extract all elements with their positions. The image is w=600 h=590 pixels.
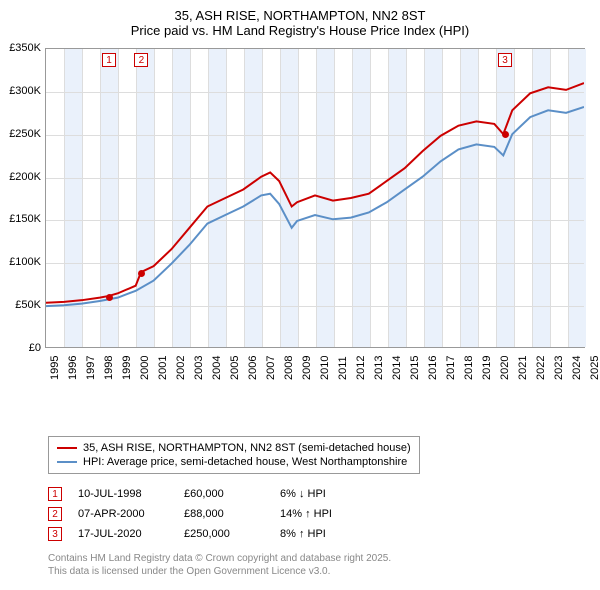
event-marker-3: 3 [498, 53, 512, 67]
y-tick-label: £100K [1, 256, 41, 268]
x-tick-label: 2012 [355, 356, 367, 380]
y-tick-label: £250K [1, 128, 41, 140]
footer-attribution: Contains HM Land Registry data © Crown c… [48, 552, 600, 578]
x-tick-label: 2005 [229, 356, 241, 380]
legend-item: 35, ASH RISE, NORTHAMPTON, NN2 8ST (semi… [57, 441, 411, 455]
x-tick-label: 2002 [175, 356, 187, 380]
chart-container: 35, ASH RISE, NORTHAMPTON, NN2 8ST Price… [0, 0, 600, 590]
x-tick-label: 2001 [157, 356, 169, 380]
title-block: 35, ASH RISE, NORTHAMPTON, NN2 8ST Price… [0, 0, 600, 42]
event-price: £88,000 [184, 508, 264, 520]
event-row: 3 17-JUL-2020 £250,000 8% ↑ HPI [48, 524, 600, 544]
x-tick-label: 1998 [103, 356, 115, 380]
event-pct: 8% ↑ HPI [280, 528, 380, 540]
x-tick-label: 2023 [553, 356, 565, 380]
event-price: £250,000 [184, 528, 264, 540]
footer-line2: This data is licensed under the Open Gov… [48, 565, 600, 578]
chart-area: 123 £0£50K£100K£150K£200K£250K£300K£350K… [35, 48, 595, 388]
event-date: 17-JUL-2020 [78, 528, 168, 540]
x-tick-label: 2020 [499, 356, 511, 380]
y-tick-label: £0 [1, 342, 41, 354]
chart-title-line2: Price paid vs. HM Land Registry's House … [0, 23, 600, 38]
x-tick-label: 2011 [337, 356, 349, 380]
x-tick-label: 2009 [301, 356, 313, 380]
x-tick-label: 2006 [247, 356, 259, 380]
x-tick-label: 1995 [49, 356, 61, 380]
x-tick-label: 1997 [85, 356, 97, 380]
chart-title-line1: 35, ASH RISE, NORTHAMPTON, NN2 8ST [0, 8, 600, 23]
x-tick-label: 2010 [319, 356, 331, 380]
event-dot-1 [106, 294, 113, 301]
x-tick-label: 1996 [67, 356, 79, 380]
y-tick-label: £200K [1, 171, 41, 183]
x-tick-label: 2000 [139, 356, 151, 380]
x-tick-label: 2018 [463, 356, 475, 380]
x-tick-label: 2016 [427, 356, 439, 380]
y-tick-label: £50K [1, 299, 41, 311]
event-marker-icon: 2 [48, 507, 62, 521]
event-marker-2: 2 [134, 53, 148, 67]
x-tick-label: 2007 [265, 356, 277, 380]
x-tick-label: 2014 [391, 356, 403, 380]
legend-swatch [57, 461, 77, 463]
x-tick-label: 2024 [571, 356, 583, 380]
legend-swatch [57, 447, 77, 449]
event-date: 10-JUL-1998 [78, 488, 168, 500]
x-tick-label: 2004 [211, 356, 223, 380]
footer-line1: Contains HM Land Registry data © Crown c… [48, 552, 600, 565]
event-dot-3 [502, 131, 509, 138]
event-marker-1: 1 [102, 53, 116, 67]
x-tick-label: 2017 [445, 356, 457, 380]
event-pct: 6% ↓ HPI [280, 488, 380, 500]
y-tick-label: £350K [1, 42, 41, 54]
event-date: 07-APR-2000 [78, 508, 168, 520]
event-dot-2 [138, 270, 145, 277]
event-row: 2 07-APR-2000 £88,000 14% ↑ HPI [48, 504, 600, 524]
x-tick-label: 2008 [283, 356, 295, 380]
event-row: 1 10-JUL-1998 £60,000 6% ↓ HPI [48, 484, 600, 504]
event-marker-icon: 1 [48, 487, 62, 501]
event-table: 1 10-JUL-1998 £60,000 6% ↓ HPI 2 07-APR-2000 £… [48, 484, 600, 544]
x-tick-label: 2003 [193, 356, 205, 380]
x-tick-label: 1999 [121, 356, 133, 380]
event-price: £60,000 [184, 488, 264, 500]
line-series [46, 49, 584, 347]
x-tick-label: 2015 [409, 356, 421, 380]
legend-item: HPI: Average price, semi-detached house,… [57, 455, 411, 469]
y-tick-label: £300K [1, 85, 41, 97]
x-tick-label: 2013 [373, 356, 385, 380]
plot-area: 1 2 3 [45, 48, 585, 348]
x-tick-label: 2021 [517, 356, 529, 380]
series-price_paid [46, 83, 584, 303]
x-tick-label: 2025 [589, 356, 600, 380]
x-tick-label: 2022 [535, 356, 547, 380]
legend-label: 35, ASH RISE, NORTHAMPTON, NN2 8ST (semi… [83, 442, 411, 454]
legend: 35, ASH RISE, NORTHAMPTON, NN2 8ST (semi… [48, 436, 420, 474]
legend-label: HPI: Average price, semi-detached house,… [83, 456, 407, 468]
event-pct: 14% ↑ HPI [280, 508, 380, 520]
x-tick-label: 2019 [481, 356, 493, 380]
y-tick-label: £150K [1, 213, 41, 225]
event-marker-icon: 3 [48, 527, 62, 541]
